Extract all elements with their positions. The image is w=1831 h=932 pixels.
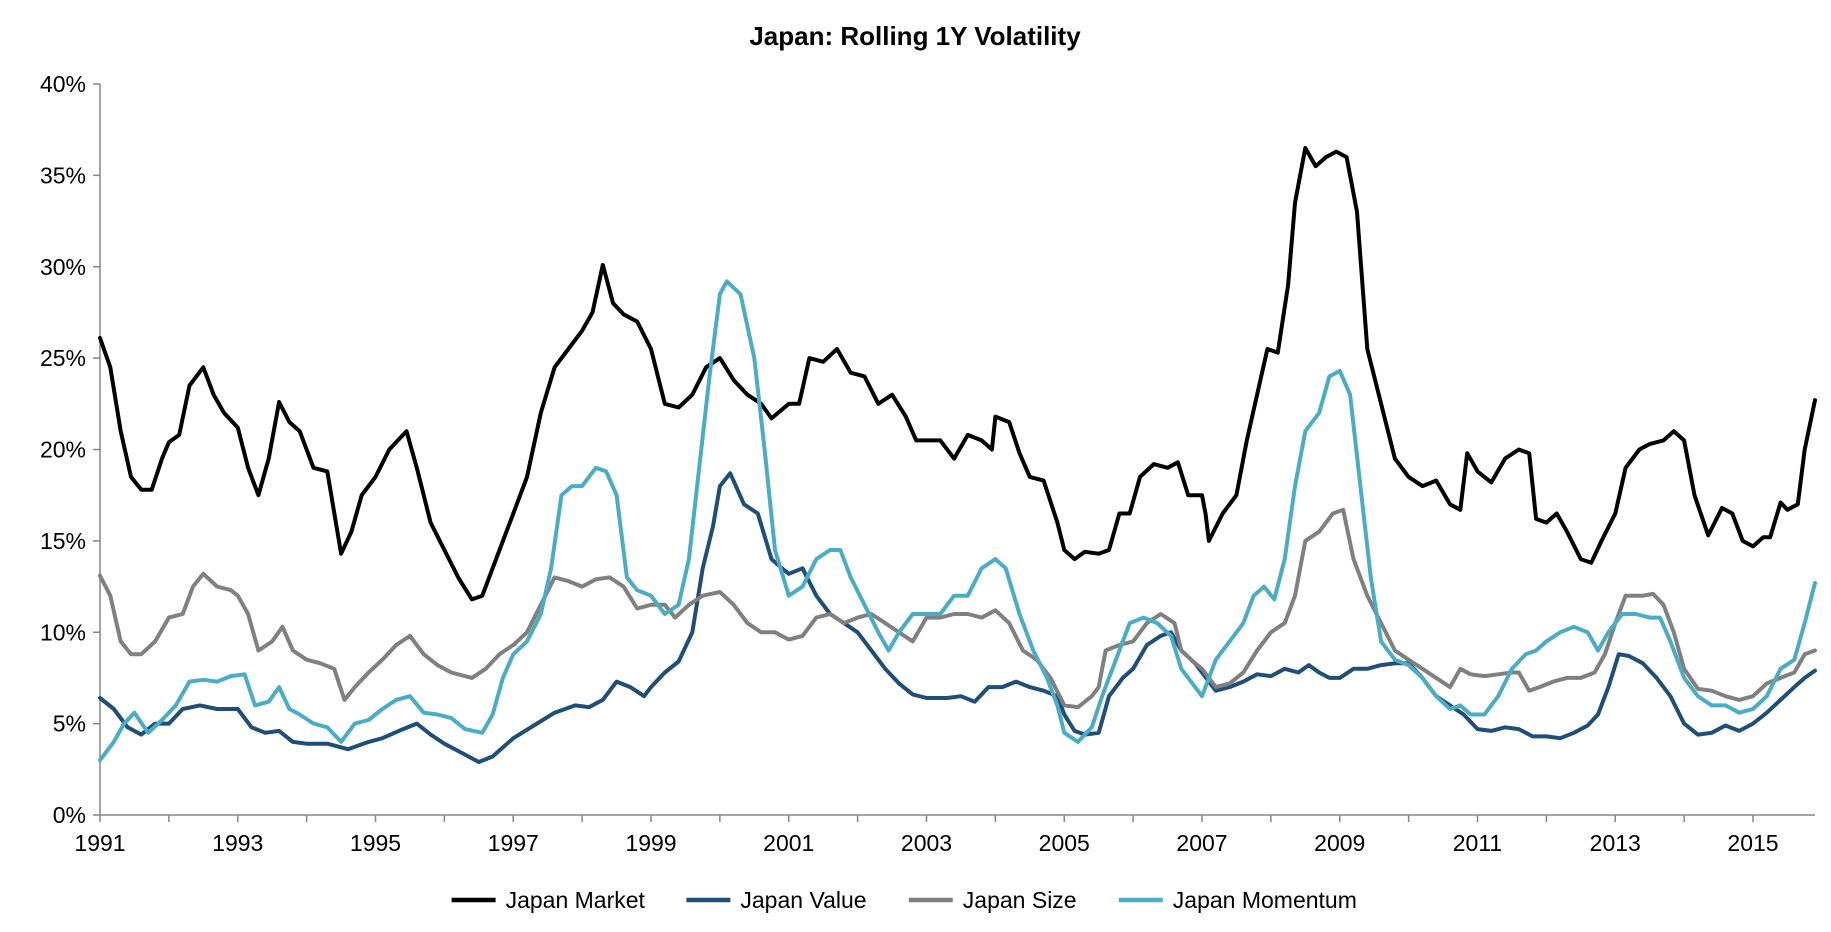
y-tick-label: 20% [40, 437, 86, 463]
x-tick-label: 1997 [488, 830, 539, 856]
legend: Japan Market Japan Value Japan Size Japan M… [451, 887, 1357, 913]
x-tick-label: 1993 [212, 830, 263, 856]
series-layer [98, 146, 1817, 764]
legend-label-japan-market: Japan Market [506, 887, 646, 913]
x-tick-label: 2013 [1590, 830, 1641, 856]
axes: 0% 5% 10% 15% 20% 25% 30% 35% 40% 1991 1993 1995 199… [40, 71, 1815, 856]
chart-title: Japan: Rolling 1Y Volatility [749, 21, 1081, 51]
y-tick-label: 5% [53, 711, 86, 737]
series-line-japan-momentum [98, 279, 1817, 763]
series-line-japan-market [98, 146, 1817, 602]
y-tick-label: 35% [40, 162, 86, 188]
series-line-japan-size [98, 507, 1817, 710]
x-tick-label: 2003 [901, 830, 952, 856]
x-tick-label: 2007 [1176, 830, 1227, 856]
y-tick-label: 15% [40, 528, 86, 554]
x-tick-label: 1999 [625, 830, 676, 856]
y-tick-label: 25% [40, 345, 86, 371]
x-tick-label: 2015 [1727, 830, 1778, 856]
y-tick-label: 0% [53, 802, 86, 828]
x-tick-label: 2009 [1314, 830, 1365, 856]
x-tick-label: 1995 [350, 830, 401, 856]
y-tick-label: 10% [40, 619, 86, 645]
y-tick-label: 40% [40, 71, 86, 97]
legend-label-japan-value: Japan Value [740, 887, 866, 913]
y-tick-label: 30% [40, 254, 86, 280]
x-tick-label: 2005 [1039, 830, 1090, 856]
series-line-japan-value [98, 471, 1817, 764]
x-tick-label: 2011 [1453, 830, 1502, 856]
legend-label-japan-size: Japan Size [963, 887, 1077, 913]
x-tick-label: 2001 [763, 830, 814, 856]
x-tick-label: 1991 [74, 830, 125, 856]
legend-label-japan-momentum: Japan Momentum [1173, 887, 1357, 913]
